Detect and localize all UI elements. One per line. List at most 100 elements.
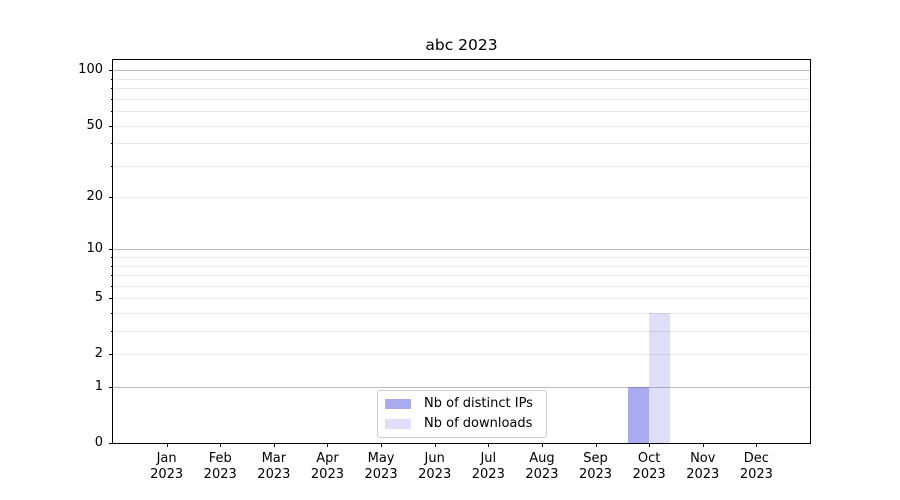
x-label-year: 2023 <box>632 466 666 482</box>
x-axis-tick-label: Jan 2023 <box>132 451 202 482</box>
y-axis-minor-tick <box>110 165 113 167</box>
y-axis-minor-tick <box>110 111 113 113</box>
x-label-month: Feb <box>208 451 232 466</box>
legend-swatch-distinct-ips <box>385 398 411 409</box>
x-axis-tick <box>488 443 490 447</box>
x-label-year: 2023 <box>525 466 559 482</box>
gridline-minor <box>113 98 810 100</box>
y-axis-minor-tick <box>110 285 113 287</box>
x-axis-tick <box>595 443 597 447</box>
y-axis-tick-label: 2 <box>94 346 103 362</box>
gridline-minor <box>113 313 810 315</box>
x-label-month: Mar <box>261 451 287 466</box>
gridline-major <box>113 70 810 72</box>
y-axis-minor-tick <box>110 88 113 90</box>
y-axis-tick <box>109 70 113 72</box>
x-label-month: Jul <box>480 451 497 466</box>
gridline-minor <box>113 331 810 333</box>
x-axis-tick-label: Mar 2023 <box>239 451 309 482</box>
x-label-year: 2023 <box>150 466 184 482</box>
y-axis-tick-label: 5 <box>94 290 103 306</box>
x-label-month: Dec <box>743 451 769 466</box>
x-label-month: May <box>367 451 395 466</box>
x-axis-tick-label: Apr 2023 <box>292 451 362 482</box>
y-axis-minor-tick <box>110 78 113 80</box>
x-label-month: Aug <box>529 451 555 466</box>
x-axis-tick-label: Oct 2023 <box>614 451 684 482</box>
y-axis-minor-tick <box>110 331 113 333</box>
x-axis-tick-label: Aug 2023 <box>507 451 577 482</box>
y-axis-tick-label: 50 <box>86 117 103 133</box>
gridline-minor <box>113 257 810 259</box>
bar-distinct-ips <box>628 387 650 443</box>
x-label-year: 2023 <box>364 466 398 482</box>
x-axis-tick <box>273 443 275 447</box>
y-axis-tick-label: 0 <box>94 435 103 450</box>
x-axis-tick-label: Nov 2023 <box>668 451 738 482</box>
y-axis-tick-label: 20 <box>86 189 103 205</box>
gridline-minor <box>113 197 810 199</box>
x-axis-tick-label: Jul 2023 <box>453 451 523 482</box>
gridline-minor <box>113 354 810 356</box>
x-label-year: 2023 <box>203 466 237 482</box>
x-axis-tick <box>381 443 383 447</box>
x-axis-tick <box>649 443 651 447</box>
x-label-month: Nov <box>690 451 716 466</box>
y-axis-tick-label: 10 <box>86 241 103 257</box>
x-label-year: 2023 <box>686 466 720 482</box>
y-axis-tick <box>109 125 113 127</box>
gridline-major <box>113 387 810 389</box>
y-axis-minor-tick <box>110 275 113 277</box>
y-axis-minor-tick <box>110 257 113 259</box>
y-axis-tick <box>109 197 113 199</box>
y-axis-tick <box>109 387 113 389</box>
y-axis-minor-tick <box>110 98 113 100</box>
x-label-year: 2023 <box>471 466 505 482</box>
x-axis-tick <box>702 443 704 447</box>
legend-item-downloads: Nb of downloads <box>385 416 539 434</box>
legend-item-distinct-ips: Nb of distinct IPs <box>385 395 539 413</box>
chart-title: abc 2023 <box>425 36 498 54</box>
y-axis-tick-label: 1 <box>94 379 103 395</box>
x-axis-tick-label: Feb 2023 <box>185 451 255 482</box>
x-axis-tick-label: Jun 2023 <box>400 451 470 482</box>
x-label-year: 2023 <box>578 466 613 482</box>
x-label-month: Jan <box>156 451 177 466</box>
legend-swatch-downloads <box>385 419 411 430</box>
gridline-minor <box>113 125 810 127</box>
legend: Nb of distinct IPs Nb of downloads <box>377 390 547 438</box>
x-label-year: 2023 <box>310 466 344 482</box>
y-axis-tick <box>109 354 113 356</box>
x-axis-tick-label: Dec 2023 <box>721 451 791 482</box>
gridline-minor <box>113 78 810 80</box>
gridline-minor <box>113 111 810 113</box>
gridline-minor <box>113 265 810 267</box>
y-axis-minor-tick <box>110 265 113 267</box>
x-label-month: Apr <box>316 451 339 466</box>
gridline-minor <box>113 285 810 287</box>
x-label-month: Jun <box>424 451 445 466</box>
x-label-month: Oct <box>637 451 661 466</box>
x-axis-tick <box>756 443 758 447</box>
y-axis-tick-label: 100 <box>78 62 103 78</box>
x-axis-tick <box>434 443 436 447</box>
y-axis-tick <box>109 298 113 300</box>
y-axis-tick <box>109 249 113 251</box>
plot-area <box>112 59 811 444</box>
legend-label-distinct-ips: Nb of distinct IPs <box>424 395 533 411</box>
x-axis-tick <box>327 443 329 447</box>
gridline-major <box>113 249 810 251</box>
x-label-year: 2023 <box>739 466 773 482</box>
bar-downloads <box>649 313 671 443</box>
gridline-minor <box>113 165 810 167</box>
y-axis-minor-tick <box>110 313 113 315</box>
x-axis-tick-label: May 2023 <box>346 451 416 482</box>
gridline-minor <box>113 298 810 300</box>
y-axis-tick <box>109 443 113 444</box>
x-label-year: 2023 <box>257 466 291 482</box>
legend-label-downloads: Nb of downloads <box>424 416 533 432</box>
x-axis-tick <box>541 443 543 447</box>
gridline-minor <box>113 143 810 145</box>
x-axis-tick <box>220 443 222 447</box>
